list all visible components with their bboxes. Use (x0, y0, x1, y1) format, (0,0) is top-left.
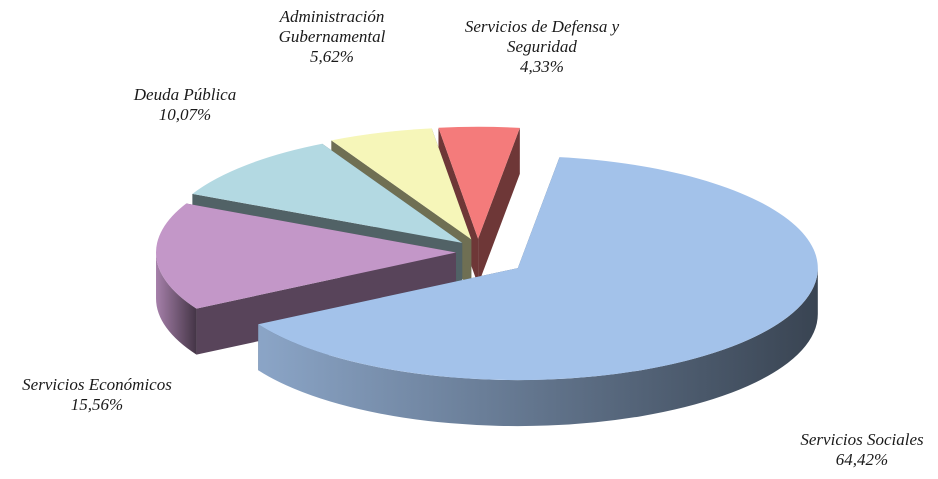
slice-label: Deuda Pública 10,07% (105, 85, 265, 125)
slice (156, 203, 457, 309)
value-label: 10,07% (158, 105, 212, 124)
category-name: Servicios Sociales (800, 430, 924, 449)
slice-label: Servicios Económicos 15,56% (0, 375, 197, 415)
slice (258, 157, 818, 381)
slice-label: Servicios Sociales 64,42% (772, 430, 938, 470)
slice (331, 128, 472, 240)
category-name: Deuda Pública (133, 85, 237, 104)
value-label: 4,33% (520, 57, 564, 76)
value-label: 5,62% (310, 47, 354, 66)
value-label: 15,56% (70, 395, 124, 414)
value-label: 64,42% (835, 450, 889, 469)
category-name: Servicios Económicos (22, 375, 172, 394)
slice-edge (478, 127, 520, 285)
slice (438, 126, 520, 239)
category-name: Administración Gubernamental (278, 7, 386, 46)
slice-side (258, 268, 818, 427)
slice-label: Servicios de Defensa y Seguridad 4,33% (442, 17, 642, 77)
slice-tops (156, 126, 818, 381)
slice-label: Administración Gubernamental 5,62% (252, 7, 412, 67)
category-name: Servicios de Defensa y Seguridad (464, 17, 620, 56)
slice (192, 143, 463, 243)
slice-side (156, 252, 197, 355)
